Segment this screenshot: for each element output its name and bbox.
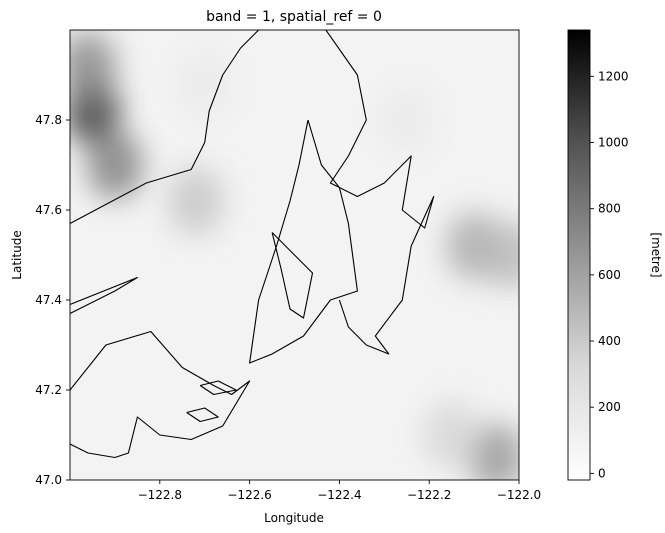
colorbar-tick-label: 800 xyxy=(598,202,621,216)
colorbar-tick-label: 0 xyxy=(598,466,606,480)
y-tick-label: 47.8 xyxy=(35,113,62,127)
x-tick-label: −122.4 xyxy=(317,488,361,502)
coastline-line xyxy=(325,30,435,355)
elevation-patch xyxy=(70,32,116,100)
colorbar-tick-label: 200 xyxy=(598,400,621,414)
y-tick-label: 47.0 xyxy=(35,473,62,487)
colorbar-axis: 0 200 400 600 800 1000 1200 xyxy=(590,69,629,480)
elevation-patch xyxy=(86,131,143,199)
y-tick-label: 47.2 xyxy=(35,383,62,397)
y-tick-label: 47.4 xyxy=(35,293,62,307)
elevation-patch xyxy=(176,50,233,118)
x-tick-label: −122.8 xyxy=(138,488,182,502)
coastline-line xyxy=(271,232,314,319)
colorbar-tick-label: 600 xyxy=(598,268,621,282)
chart-title: band = 1, spatial_ref = 0 xyxy=(206,9,382,25)
elevation-patch xyxy=(423,401,480,469)
x-tick-label: −122.6 xyxy=(227,488,271,502)
coastline-line xyxy=(199,380,237,396)
colorbar-tick-label: 1200 xyxy=(598,69,629,83)
x-axis: −122.8 −122.6 −122.4 −122.2 −122.0 xyxy=(138,480,541,502)
elevation-patch xyxy=(167,167,224,235)
x-tick-label: −122.0 xyxy=(497,488,541,502)
elevation-patch xyxy=(468,423,519,480)
y-axis: 47.0 47.2 47.4 47.6 47.8 xyxy=(35,113,70,487)
colorbar-tick-label: 1000 xyxy=(598,136,629,150)
colorbar xyxy=(567,29,591,481)
coastline-line xyxy=(186,407,219,423)
plot-frame xyxy=(69,29,520,481)
elevation-patch xyxy=(378,86,435,154)
terrain-relief xyxy=(70,32,519,480)
x-axis-label: Longitude xyxy=(264,511,324,525)
coastline-group xyxy=(70,30,435,459)
coastline-line xyxy=(70,330,251,459)
colorbar-label: [metre] xyxy=(649,232,663,277)
colorbar-tick-label: 400 xyxy=(598,334,621,348)
coastline-line xyxy=(249,119,358,364)
y-tick-label: 47.6 xyxy=(35,203,62,217)
coastline-line xyxy=(70,276,138,314)
x-tick-label: −122.2 xyxy=(407,488,451,502)
y-axis-label: Latitude xyxy=(10,230,24,279)
elevation-patch xyxy=(482,221,519,289)
coastline-line xyxy=(70,30,259,224)
